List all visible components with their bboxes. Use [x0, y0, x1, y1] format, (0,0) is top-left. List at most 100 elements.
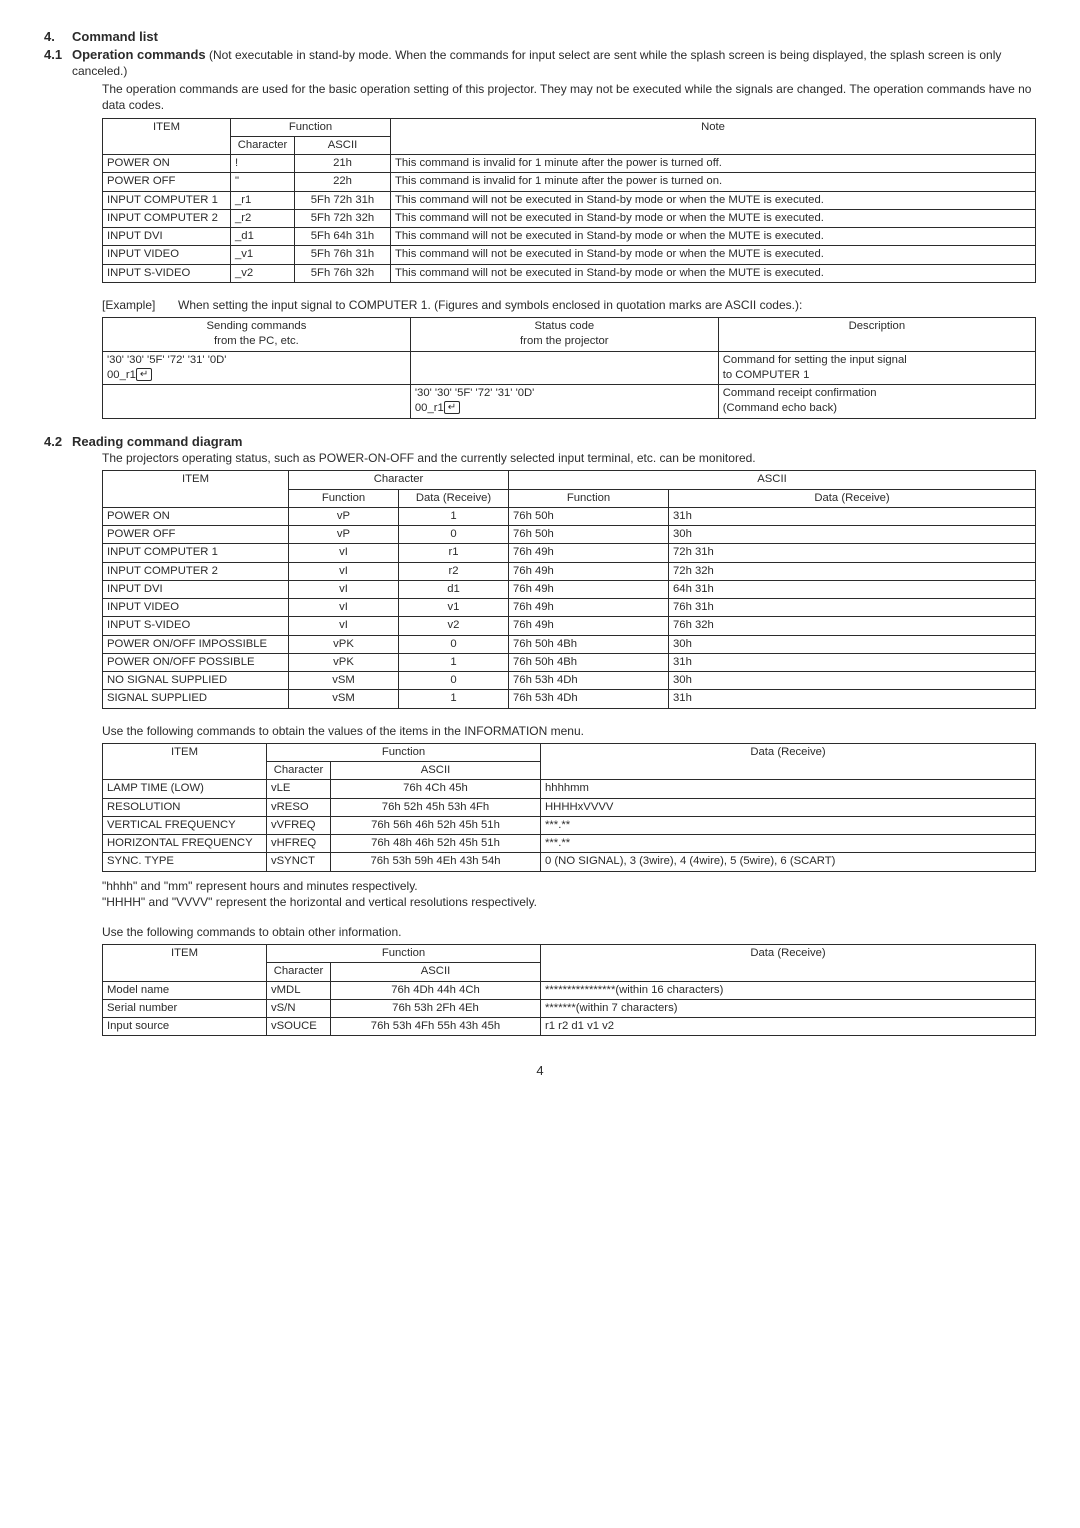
col-ascii: ASCII	[295, 136, 391, 154]
cell: vSYNCT	[267, 853, 331, 871]
cell: 76h 4Dh 44h 4Ch	[331, 981, 541, 999]
col-function: Function	[267, 743, 541, 761]
cell: _v1	[231, 246, 295, 264]
cell: RESOLUTION	[103, 798, 267, 816]
cell: LAMP TIME (LOW)	[103, 780, 267, 798]
cell: INPUT S-VIDEO	[103, 264, 231, 282]
info-values-table: ITEM Function Data (Receive) Character A…	[102, 743, 1036, 872]
col-character: Character	[267, 762, 331, 780]
col-ascii: ASCII	[509, 471, 1036, 489]
table-row: POWER ONvP176h 50h31h	[103, 507, 1036, 525]
cell: INPUT S-VIDEO	[103, 617, 289, 635]
cell: HHHHxVVVV	[541, 798, 1036, 816]
table-row: SYNC. TYPEvSYNCT76h 53h 59h 4Eh 43h 54h0…	[103, 853, 1036, 871]
cell: 5Fh 76h 31h	[295, 246, 391, 264]
cell: 72h 32h	[669, 562, 1036, 580]
enter-icon: ↵	[444, 401, 460, 414]
info-note: "HHHH" and "VVVV" represent the horizont…	[102, 894, 1036, 910]
table-row: Serial numbervS/N76h 53h 2Fh 4Eh*******(…	[103, 999, 1036, 1017]
col-item: ITEM	[103, 945, 267, 982]
cell: 76h 32h	[669, 617, 1036, 635]
cell: 5Fh 76h 32h	[295, 264, 391, 282]
cell: vP	[289, 526, 399, 544]
cell: 76h 53h 59h 4Eh 43h 54h	[331, 853, 541, 871]
cell: 21h	[295, 155, 391, 173]
table-row: INPUT S-VIDEO_v25Fh 76h 32hThis command …	[103, 264, 1036, 282]
cell: POWER ON	[103, 155, 231, 173]
cell: 72h 31h	[669, 544, 1036, 562]
col-data-recv: Data (Receive)	[399, 489, 509, 507]
col-note: Note	[391, 118, 1036, 155]
section-title: Command list	[72, 28, 158, 46]
cell: SYNC. TYPE	[103, 853, 267, 871]
cell: 76h 50h 4Bh	[509, 653, 669, 671]
cell: "	[231, 173, 295, 191]
cell: 76h 49h	[509, 617, 669, 635]
cell: 5Fh 72h 32h	[295, 209, 391, 227]
cell: INPUT COMPUTER 1	[103, 191, 231, 209]
cell: 1	[399, 507, 509, 525]
table-row: HORIZONTAL FREQUENCYvHFREQ76h 48h 46h 52…	[103, 835, 1036, 853]
col-data-recv: Data (Receive)	[541, 945, 1036, 982]
col-func: Function	[289, 489, 399, 507]
table-row: POWER OFF"22hThis command is invalid for…	[103, 173, 1036, 191]
subsection-number: 4.1	[44, 46, 72, 80]
cell: v1	[399, 599, 509, 617]
table-row: INPUT DVI_d15Fh 64h 31hThis command will…	[103, 228, 1036, 246]
table-row: RESOLUTIONvRESO76h 52h 45h 53h 4FhHHHHxV…	[103, 798, 1036, 816]
subsection-inline: (Not executable in stand-by mode. When t…	[72, 48, 1001, 79]
table-row: INPUT COMPUTER 2vIr276h 49h72h 32h	[103, 562, 1036, 580]
cell: INPUT DVI	[103, 580, 289, 598]
table-row: POWER ON/OFF POSSIBLEvPK176h 50h 4Bh31h	[103, 653, 1036, 671]
cell: INPUT COMPUTER 2	[103, 562, 289, 580]
enter-icon: ↵	[136, 368, 152, 381]
table-row: NO SIGNAL SUPPLIEDvSM076h 53h 4Dh30h	[103, 672, 1036, 690]
cell: vHFREQ	[267, 835, 331, 853]
subsection-number: 4.2	[44, 433, 72, 451]
cell: 31h	[669, 690, 1036, 708]
example-block: [Example] When setting the input signal …	[102, 297, 1036, 313]
table-row: Model namevMDL76h 4Dh 44h 4Ch***********…	[103, 981, 1036, 999]
cell: 76h 50h	[509, 507, 669, 525]
table-row: INPUT COMPUTER 2_r25Fh 72h 32hThis comma…	[103, 209, 1036, 227]
cell: 30h	[669, 526, 1036, 544]
info-paragraph: Use the following commands to obtain the…	[102, 723, 1036, 739]
cell: 1	[399, 690, 509, 708]
col-sending: Sending commandsfrom the PC, etc.	[103, 318, 411, 352]
cell: 76h 53h 2Fh 4Eh	[331, 999, 541, 1017]
page-number: 4	[44, 1062, 1036, 1080]
cell: This command will not be executed in Sta…	[391, 246, 1036, 264]
table-row: INPUT COMPUTER 1_r15Fh 72h 31hThis comma…	[103, 191, 1036, 209]
cell: 5Fh 72h 31h	[295, 191, 391, 209]
cell-desc: Command receipt confirmation(Command ech…	[718, 385, 1035, 419]
cell: 1	[399, 653, 509, 671]
cell: 76h 53h 4Dh	[509, 690, 669, 708]
info-note: "hhhh" and "mm" represent hours and minu…	[102, 878, 1036, 894]
cell: SIGNAL SUPPLIED	[103, 690, 289, 708]
cell: 76h 50h	[509, 526, 669, 544]
table-row: POWER OFFvP076h 50h30h	[103, 526, 1036, 544]
cell: 76h 50h 4Bh	[509, 635, 669, 653]
cell: *******(within 7 characters)	[541, 999, 1036, 1017]
section-heading: 4. Command list	[44, 28, 1036, 46]
cell: 30h	[669, 672, 1036, 690]
cell: vRESO	[267, 798, 331, 816]
section-number: 4.	[44, 28, 72, 46]
example-text: When setting the input signal to COMPUTE…	[178, 297, 1036, 313]
col-ascii: ASCII	[331, 963, 541, 981]
subsection-title: Operation commands	[72, 47, 206, 62]
col-character: Character	[289, 471, 509, 489]
cell: Input source	[103, 1018, 267, 1036]
cell: 0	[399, 672, 509, 690]
cell: ***.**	[541, 835, 1036, 853]
cell: This command will not be executed in Sta…	[391, 209, 1036, 227]
cell: NO SIGNAL SUPPLIED	[103, 672, 289, 690]
cell: 76h 52h 45h 53h 4Fh	[331, 798, 541, 816]
cell: POWER OFF	[103, 526, 289, 544]
col-data-recv: Data (Receive)	[541, 743, 1036, 780]
cell: ***.**	[541, 816, 1036, 834]
subsection-paragraph: The projectors operating status, such as…	[102, 450, 1036, 466]
col-item: ITEM	[103, 743, 267, 780]
table-row: INPUT VIDEOvIv176h 49h76h 31h	[103, 599, 1036, 617]
subsection-heading: 4.1 Operation commands (Not executable i…	[44, 46, 1036, 80]
